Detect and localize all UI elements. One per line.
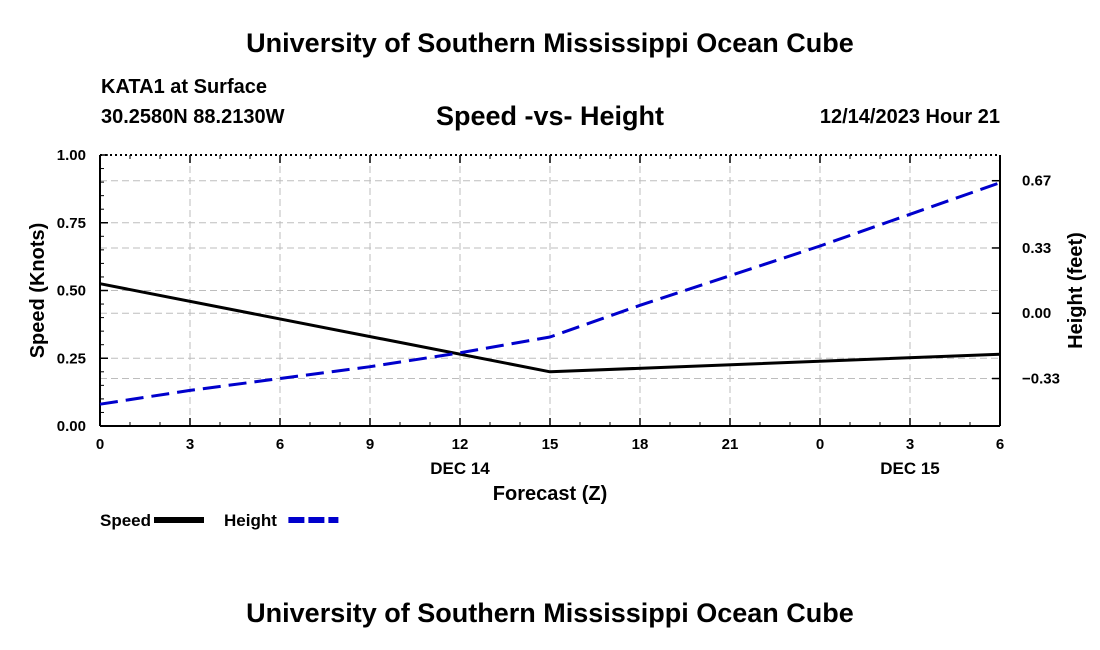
right-tick-label: 0.33 xyxy=(1022,240,1051,257)
series-line-height xyxy=(99,181,1001,406)
x-tick-label: 3 xyxy=(906,436,914,453)
x-tick-label: 18 xyxy=(632,436,649,453)
station-coordinates: 30.2580N 88.2130W xyxy=(101,106,285,128)
left-axis-label: Speed (Knots) xyxy=(27,223,49,359)
x-tick-label: 9 xyxy=(366,436,374,453)
legend-label: Height xyxy=(224,511,277,530)
forecast-datetime: 12/14/2023 Hour 21 xyxy=(819,106,1000,128)
chart-title: Speed -vs- Height xyxy=(435,101,665,131)
x-tick-label: 15 xyxy=(542,436,559,453)
left-tick-label: 0.75 xyxy=(57,215,86,232)
x-tick-label: 6 xyxy=(276,436,284,453)
x-axis-label: Forecast (Z) xyxy=(493,483,607,505)
left-tick-label: 0.25 xyxy=(57,350,86,367)
x-tick-label: 21 xyxy=(722,436,739,453)
x-tick-label: 12 xyxy=(452,436,469,453)
station-label: KATA1 at Surface xyxy=(101,76,267,98)
left-tick-label: 0.00 xyxy=(57,418,86,435)
right-axis-label: Height (feet) xyxy=(1065,232,1087,349)
x-tick-label: 0 xyxy=(816,436,824,453)
series-line-speed xyxy=(99,282,1001,374)
legend-label: Speed xyxy=(100,511,151,530)
left-tick-label: 1.00 xyxy=(57,147,86,164)
right-tick-label: −0.33 xyxy=(1022,371,1060,388)
left-tick-label: 0.50 xyxy=(57,283,86,300)
right-tick-label: 0.00 xyxy=(1022,305,1051,322)
x-tick-label: 3 xyxy=(186,436,194,453)
right-tick-label: 0.67 xyxy=(1022,173,1051,190)
footer-title: University of Southern Mississippi Ocean… xyxy=(246,598,854,628)
x-tick-label: 6 xyxy=(996,436,1004,453)
x-tick-label: 0 xyxy=(96,436,104,453)
page-title: University of Southern Mississippi Ocean… xyxy=(246,28,854,58)
x-day-label: DEC 14 xyxy=(430,459,490,478)
x-day-label: DEC 15 xyxy=(880,459,940,478)
